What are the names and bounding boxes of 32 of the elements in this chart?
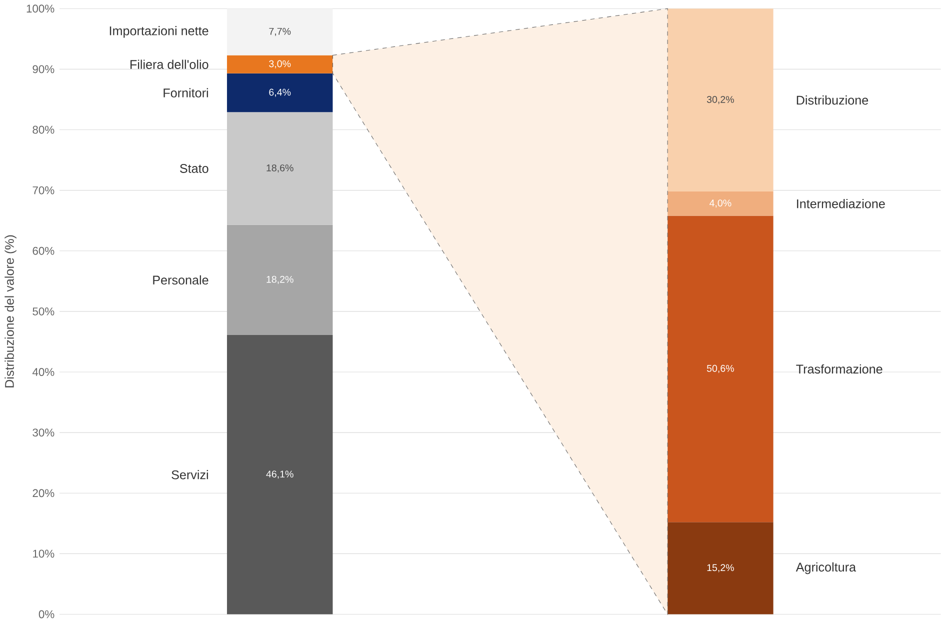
- y-tick-label: 80%: [32, 126, 54, 134]
- series-label: Personale: [153, 275, 208, 285]
- y-tick-label: 50%: [32, 308, 54, 316]
- series-label: Agricoltura: [796, 562, 856, 574]
- series-label: Importazioni nette: [110, 26, 208, 38]
- data-label: 30,2%: [706, 96, 734, 104]
- series-label: Trasformazione: [796, 364, 882, 374]
- y-tick-label: 90%: [32, 65, 54, 74]
- data-label: 18,6%: [266, 164, 294, 173]
- y-tick-label: 0%: [38, 610, 54, 618]
- y-tick-label: 60%: [32, 246, 54, 255]
- series-label: Intermediazione: [797, 199, 885, 208]
- y-tick-label: 100%: [26, 4, 54, 13]
- data-label: 15,2%: [707, 564, 734, 572]
- data-label: 7,7%: [269, 28, 291, 36]
- y-tick-label: 40%: [32, 368, 54, 376]
- data-label: 3,0%: [269, 60, 291, 68]
- series-label: Servizi: [172, 470, 208, 480]
- y-tick-label: 30%: [32, 428, 54, 437]
- series-label: Distribuzione: [796, 95, 868, 105]
- y-axis-title: Distribuzione del valore (%): [4, 235, 16, 388]
- data-label: 50,6%: [706, 364, 734, 374]
- series-label: Filiera dell'olio: [130, 60, 208, 70]
- data-label: 18,2%: [266, 276, 294, 284]
- series-label: Fornitori: [164, 88, 208, 98]
- data-label: 6,4%: [269, 88, 291, 97]
- y-tick-label: 70%: [32, 186, 54, 194]
- y-tick-label: 10%: [33, 550, 54, 558]
- data-label: 46,1%: [266, 470, 294, 479]
- y-tick-label: 20%: [32, 489, 54, 498]
- series-label: Stato: [180, 164, 208, 174]
- data-label: 4,0%: [709, 200, 732, 208]
